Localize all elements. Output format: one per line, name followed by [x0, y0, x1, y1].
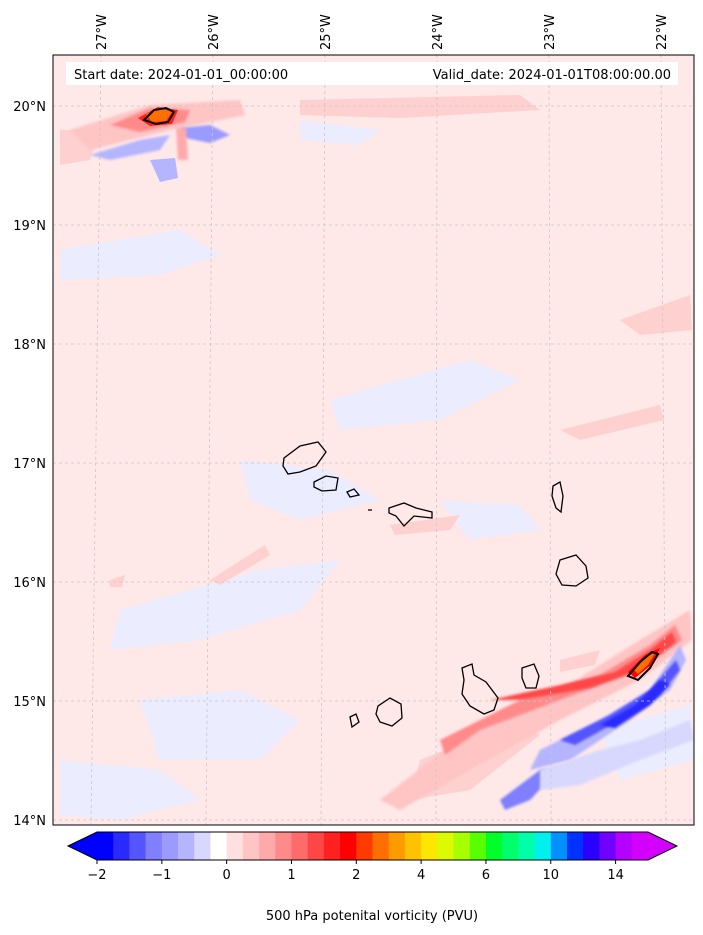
island-sal — [551, 480, 564, 514]
island-sao-vicente — [313, 475, 339, 492]
colorbar-swatch — [259, 832, 276, 860]
valid-date: Valid_date: 2024-01-01T08:00:00.00 — [433, 68, 671, 83]
lon-label: 26°W — [207, 14, 222, 50]
latitude-labels: 20°N 19°N 18°N 17°N 16°N 15°N 14°N — [13, 100, 46, 829]
colorbar-tick-label: 4 — [417, 868, 425, 883]
header-box — [66, 62, 678, 85]
colorbar-swatch — [599, 832, 617, 860]
colorbar-title: 500 hPa potenital vorticity (PVU) — [266, 909, 478, 924]
island-fogo — [375, 697, 403, 727]
colorbar-swatch — [194, 832, 212, 860]
colorbar-swatch — [453, 832, 471, 860]
colorbar-swatch — [210, 832, 228, 860]
colorbar-swatch — [583, 832, 600, 860]
lat-label: 15°N — [13, 695, 46, 710]
graticule — [53, 55, 694, 825]
colorbar-tick-label: 0 — [223, 868, 231, 883]
colorbar-swatch — [307, 832, 325, 860]
colorbar-swatch — [97, 832, 114, 860]
se-contour — [626, 650, 660, 682]
colorbar-tick-label: −1 — [152, 868, 171, 883]
colorbar-swatch — [242, 832, 260, 860]
colorbar-swatch — [323, 832, 341, 860]
colorbar-swatch — [502, 832, 519, 860]
colorbar-swatch — [291, 832, 309, 860]
start-date: Start date: 2024-01-01_00:00:00 — [74, 68, 288, 83]
map-panel — [53, 55, 694, 825]
colorbar-swatch — [615, 832, 633, 860]
colorbar-swatch — [129, 832, 147, 860]
lon-label: 27°W — [95, 14, 110, 50]
colorbar: −2 −1 0 1 2 4 6 10 14 — [66, 831, 679, 883]
island-sao-nicolau — [368, 502, 433, 527]
colorbar-swatch — [566, 832, 584, 860]
colorbar-swatch — [421, 832, 438, 860]
colorbar-swatch — [550, 832, 568, 860]
colorbar-extend-max — [648, 832, 677, 860]
colorbar-tick-label: −2 — [87, 868, 106, 883]
lat-label: 19°N — [13, 219, 46, 234]
lat-label: 18°N — [13, 338, 46, 353]
island-santa-luzia — [346, 488, 361, 498]
colorbar-swatch — [340, 832, 357, 860]
lat-label: 16°N — [13, 576, 46, 591]
colorbar-swatch — [372, 832, 390, 860]
lon-label: 22°W — [655, 14, 670, 50]
colorbar-tick-label: 2 — [352, 868, 360, 883]
lat-label: 17°N — [13, 457, 46, 472]
se-pv-streamer — [380, 610, 694, 810]
colorbar-swatch — [485, 832, 503, 860]
colorbar-tick-label: 14 — [607, 868, 624, 883]
colorbar-tick-label: 6 — [482, 868, 490, 883]
colorbar-swatch — [145, 832, 163, 860]
lat-label: 20°N — [13, 100, 46, 115]
negative-pv-field — [60, 120, 694, 820]
lat-label: 14°N — [13, 814, 46, 829]
lon-label: 24°W — [431, 14, 446, 50]
island-maio — [521, 663, 540, 689]
nw-contour — [142, 106, 176, 126]
colorbar-swatch — [404, 832, 422, 860]
colorbar-tick-label: 1 — [287, 868, 295, 883]
colorbar-swatch — [356, 832, 374, 860]
colorbar-extend-min — [68, 832, 97, 860]
colorbar-swatch — [437, 832, 455, 860]
colorbar-swatch — [275, 832, 293, 860]
colorbar-swatch — [534, 832, 552, 860]
coastlines — [142, 106, 660, 729]
lon-label: 23°W — [543, 14, 558, 50]
colorbar-swatch — [631, 832, 649, 860]
island-santo-antao — [282, 441, 327, 475]
lon-label: 25°W — [319, 14, 334, 50]
colorbar-swatch — [388, 832, 406, 860]
colorbar-swatch — [113, 832, 131, 860]
island-brava — [349, 713, 360, 729]
map-border — [52, 54, 695, 826]
colorbar-swatch — [518, 832, 536, 860]
colorbar-swatch — [178, 832, 195, 860]
colorbar-swatch — [161, 832, 179, 860]
island-santiago — [461, 663, 499, 715]
longitude-labels: 27°W 26°W 25°W 24°W 23°W 22°W — [95, 14, 670, 50]
island-boa-vista — [555, 554, 589, 587]
colorbar-swatch — [469, 832, 487, 860]
colorbar-swatch — [226, 832, 244, 860]
colorbar-tick-label: 10 — [542, 868, 559, 883]
